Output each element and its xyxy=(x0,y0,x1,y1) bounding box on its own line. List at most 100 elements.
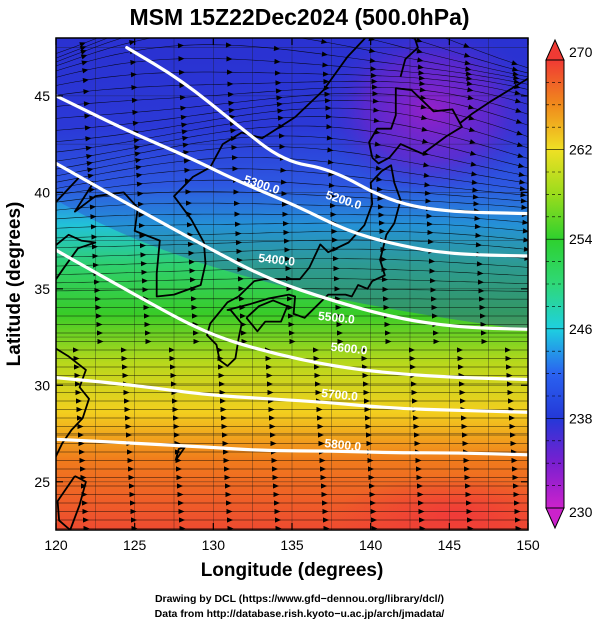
wind-arrow xyxy=(521,204,528,210)
wind-arrow xyxy=(86,161,93,167)
wind-arrow xyxy=(363,381,369,387)
wind-arrow xyxy=(366,440,373,447)
wind-arrow xyxy=(177,491,184,498)
wind-arrow xyxy=(371,78,378,84)
wind-arrow xyxy=(411,389,418,396)
wind-arrow xyxy=(374,141,381,147)
wind-arrow xyxy=(332,255,339,262)
wind-arrow xyxy=(171,381,177,387)
wind-arrow xyxy=(79,42,86,48)
wind-arrow xyxy=(126,432,132,438)
wind-arrow xyxy=(477,270,484,276)
wind-arrow xyxy=(136,172,143,178)
wind-arrow xyxy=(365,415,371,421)
wind-arrow xyxy=(318,432,324,438)
wind-arrow xyxy=(90,224,97,230)
wind-arrow xyxy=(480,321,487,328)
wind-arrow xyxy=(512,466,518,472)
wind-arrow xyxy=(272,4,278,10)
wind-arrow xyxy=(179,82,186,89)
wind-arrow xyxy=(462,432,468,438)
streamline xyxy=(56,38,528,74)
wind-arrow xyxy=(472,187,479,193)
wind-arrow xyxy=(322,508,329,515)
wind-arrow xyxy=(174,432,180,438)
wind-arrow xyxy=(175,5,182,12)
wind-arrow xyxy=(505,355,512,362)
wind-arrow xyxy=(74,364,80,370)
wind-arrow xyxy=(189,277,196,283)
wind-arrow xyxy=(272,466,278,472)
wind-arrow xyxy=(385,338,392,345)
wind-arrow xyxy=(289,338,296,345)
wind-arrow xyxy=(467,104,475,110)
wind-arrow xyxy=(336,321,343,328)
wind-arrow xyxy=(133,138,140,144)
wind-arrow xyxy=(227,517,233,523)
x-tick-labels: 120 125 130 135 140 145 150 xyxy=(44,537,540,553)
wind-arrow xyxy=(74,372,81,379)
wind-arrow xyxy=(285,265,292,272)
wind-arrow xyxy=(516,142,524,148)
wind-arrow xyxy=(172,406,179,413)
wind-arrow xyxy=(468,115,475,121)
wind-arrow xyxy=(288,321,295,328)
wind-arrow xyxy=(228,100,235,106)
wind-arrow xyxy=(128,474,135,481)
wind-arrow xyxy=(427,239,434,245)
wind-arrow xyxy=(218,364,224,370)
wind-arrow xyxy=(184,167,191,173)
wind-arrow xyxy=(510,432,516,438)
contour-line xyxy=(56,94,528,258)
wind-arrow xyxy=(321,38,328,45)
wind-arrow xyxy=(369,58,376,64)
streamline xyxy=(56,80,528,105)
wind-arrow xyxy=(505,347,511,353)
wind-arrow xyxy=(92,262,99,268)
wind-arrow xyxy=(327,147,334,153)
wind-arrow xyxy=(181,129,188,135)
wind-arrow xyxy=(232,166,239,172)
wind-arrow xyxy=(145,330,151,336)
wind-arrow xyxy=(185,200,192,206)
wind-arrow xyxy=(376,186,383,192)
wind-arrow xyxy=(273,32,280,38)
wind-arrow xyxy=(509,415,515,421)
wind-arrow xyxy=(219,389,226,396)
wind-arrow xyxy=(363,389,370,396)
wind-arrow xyxy=(86,153,93,160)
contour-label: 5500.0 xyxy=(317,309,355,327)
wind-arrow xyxy=(317,415,323,421)
wind-arrow xyxy=(379,228,386,234)
wind-arrow xyxy=(131,97,138,103)
wind-arrow xyxy=(131,84,138,91)
wind-arrow xyxy=(271,457,278,464)
wind-arrow xyxy=(267,381,273,387)
wind-arrow xyxy=(424,190,431,196)
wind-arrow xyxy=(275,517,281,523)
wind-arrow xyxy=(231,144,238,151)
wind-arrow xyxy=(179,94,186,101)
wind-arrow xyxy=(511,457,518,464)
wind-arrow xyxy=(463,52,471,58)
wind-arrow xyxy=(364,406,371,413)
wind-arrow xyxy=(378,212,385,218)
wind-arrow xyxy=(369,483,375,489)
wind-arrow xyxy=(511,66,519,72)
y-tick-label: 40 xyxy=(34,184,50,200)
wind-arrow xyxy=(89,204,96,210)
wind-arrow xyxy=(279,144,286,150)
wind-arrow xyxy=(140,261,147,267)
wind-arrow xyxy=(275,88,282,94)
wind-arrow xyxy=(144,313,150,319)
wind-arrow xyxy=(418,70,425,76)
wind-arrow xyxy=(381,276,388,283)
wind-arrow xyxy=(191,304,198,311)
wind-arrow xyxy=(474,223,481,230)
wind-arrow xyxy=(368,22,375,29)
wind-arrow xyxy=(96,321,103,328)
contour-label: 5700.0 xyxy=(321,386,359,404)
streamline xyxy=(56,146,528,184)
wind-arrow xyxy=(177,483,183,489)
streamline xyxy=(56,179,528,202)
